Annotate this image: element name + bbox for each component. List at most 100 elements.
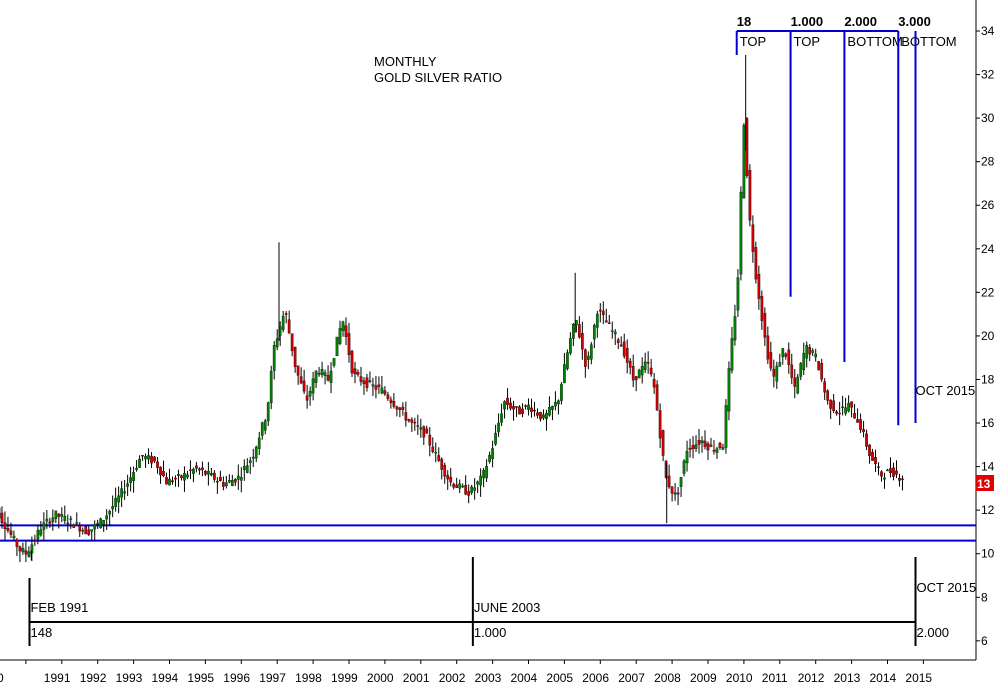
- candle-body: [165, 477, 168, 485]
- candle-body: [598, 309, 602, 312]
- x-tick-label: 2005: [546, 671, 573, 685]
- candle-body: [311, 378, 315, 394]
- candle-body: [784, 353, 788, 357]
- candle-body: [847, 403, 850, 412]
- candle-body: [45, 518, 49, 522]
- candle-body: [299, 376, 303, 384]
- candle-body: [455, 484, 459, 488]
- x-tick-label: 2013: [834, 671, 861, 685]
- candle-body: [99, 518, 103, 529]
- candle-body: [449, 476, 453, 483]
- candle-body: [213, 472, 216, 480]
- candle-body: [742, 125, 746, 199]
- candle-body: [27, 551, 31, 557]
- candle-body: [374, 385, 378, 390]
- candle-body: [236, 475, 240, 480]
- candle-body: [401, 406, 405, 410]
- candle-body: [156, 461, 159, 468]
- candle-body: [554, 402, 557, 407]
- x-axis-ticks: 0 1991 1992 1993 1994 1995 1996 1997 1998 1999 200…: [0, 659, 976, 685]
- x-tick-label: 0: [0, 671, 4, 685]
- candle-body: [54, 510, 58, 519]
- candle-body: [380, 387, 384, 394]
- candle-body: [114, 498, 117, 507]
- candle-body: [219, 477, 222, 482]
- candle-body: [341, 321, 345, 331]
- x-tick-label: 1993: [116, 671, 143, 685]
- candle-body: [33, 539, 37, 542]
- candle-body: [769, 352, 773, 369]
- x-tick-label: 2015: [905, 671, 932, 685]
- x-tick-label: 2011: [762, 671, 788, 685]
- y-tick-label: 6: [981, 634, 988, 648]
- candle-body: [230, 480, 234, 487]
- candle-body: [18, 546, 22, 552]
- candle-body: [578, 324, 581, 338]
- candle-body: [326, 375, 330, 381]
- candle-body: [30, 544, 34, 554]
- candle-body: [607, 322, 611, 324]
- candle-body: [838, 412, 841, 415]
- candle-body: [793, 377, 797, 387]
- candle-body: [506, 397, 509, 405]
- candle-body: [171, 480, 174, 483]
- candle-body: [362, 380, 366, 384]
- candle-body: [290, 333, 294, 352]
- candle-body: [371, 384, 375, 387]
- y-tick-label: 8: [981, 590, 988, 604]
- candle-body: [766, 335, 770, 360]
- candle-body: [892, 467, 895, 477]
- projection-ratio-label: 1.000: [791, 14, 824, 29]
- candle-body: [775, 365, 779, 382]
- candle-body: [637, 369, 641, 379]
- candle-body: [120, 488, 123, 498]
- candle-body: [24, 550, 28, 555]
- projection-ratio-label: 2.000: [844, 14, 877, 29]
- candle-body: [640, 366, 644, 376]
- x-tick-label: 1991: [44, 671, 71, 685]
- candle-body: [428, 434, 432, 446]
- candle-body: [69, 518, 73, 520]
- candle-body: [144, 456, 147, 460]
- candle-body: [338, 327, 342, 344]
- candle-body: [192, 468, 195, 474]
- candle-body: [78, 525, 82, 532]
- x-tick-label: 2010: [726, 671, 753, 685]
- candle-body: [835, 411, 838, 414]
- candle-body: [850, 401, 853, 408]
- candle-body: [404, 412, 408, 421]
- candle-body: [239, 477, 243, 481]
- candle-body: [293, 346, 297, 368]
- candlestick-series: [0, 54, 904, 563]
- candle-body: [15, 539, 19, 547]
- last-price-tag: 13: [976, 475, 994, 491]
- candle-body: [431, 446, 435, 452]
- candle-body: [548, 407, 551, 416]
- candle-body: [569, 338, 572, 354]
- candle-body: [60, 514, 64, 517]
- candle-body: [739, 191, 743, 275]
- candle-body: [712, 450, 716, 452]
- candle-body: [805, 344, 809, 359]
- candle-body: [470, 486, 474, 493]
- candle-body: [886, 469, 889, 472]
- candle-body: [39, 529, 43, 536]
- candle-body: [512, 406, 515, 410]
- candle-body: [736, 277, 740, 311]
- candle-body: [446, 475, 450, 480]
- candle-body: [195, 465, 198, 469]
- candle-body: [679, 477, 683, 487]
- candle-body: [868, 444, 871, 456]
- candle-body: [257, 437, 261, 449]
- y-axis-ticks: 6 8 10 12 14 16 18 20 22 24 26 28 30 32 34: [976, 24, 994, 648]
- candle-body: [329, 370, 333, 383]
- candle-body: [150, 455, 153, 464]
- projection-type-label: BOTTOM: [847, 34, 902, 49]
- candle-body: [583, 349, 587, 367]
- y-tick-label: 28: [981, 155, 994, 169]
- candle-body: [392, 401, 396, 407]
- candle-body: [347, 333, 351, 355]
- y-tick-label: 14: [981, 460, 994, 474]
- candle-body: [754, 247, 758, 280]
- candle-body: [730, 338, 734, 371]
